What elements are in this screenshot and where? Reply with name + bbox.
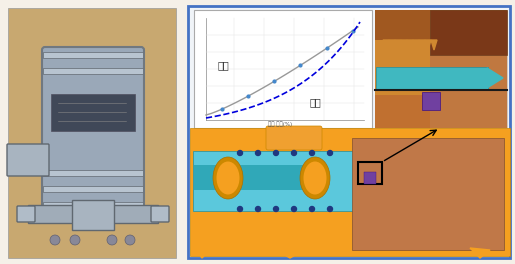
Circle shape xyxy=(328,206,333,211)
Circle shape xyxy=(107,235,117,245)
Ellipse shape xyxy=(216,162,239,195)
FancyBboxPatch shape xyxy=(193,151,363,211)
Polygon shape xyxy=(425,40,431,50)
Circle shape xyxy=(50,235,60,245)
Circle shape xyxy=(70,235,80,245)
FancyBboxPatch shape xyxy=(28,205,158,223)
Circle shape xyxy=(237,206,243,211)
FancyBboxPatch shape xyxy=(430,10,507,55)
Polygon shape xyxy=(431,40,437,50)
FancyBboxPatch shape xyxy=(194,165,304,190)
FancyBboxPatch shape xyxy=(51,94,135,131)
FancyBboxPatch shape xyxy=(17,206,35,222)
Circle shape xyxy=(310,150,315,155)
Circle shape xyxy=(125,235,135,245)
FancyBboxPatch shape xyxy=(43,186,143,192)
FancyBboxPatch shape xyxy=(42,47,144,218)
FancyBboxPatch shape xyxy=(375,10,507,40)
Circle shape xyxy=(255,206,261,211)
Polygon shape xyxy=(383,40,389,50)
FancyBboxPatch shape xyxy=(8,8,176,258)
Polygon shape xyxy=(487,68,503,88)
Polygon shape xyxy=(470,248,490,258)
Polygon shape xyxy=(413,40,419,50)
Polygon shape xyxy=(395,40,401,50)
FancyBboxPatch shape xyxy=(376,67,488,89)
Polygon shape xyxy=(401,40,407,50)
FancyBboxPatch shape xyxy=(7,144,49,176)
Text: 목표: 목표 xyxy=(310,97,322,107)
FancyBboxPatch shape xyxy=(72,200,114,230)
Circle shape xyxy=(237,150,243,155)
Circle shape xyxy=(328,150,333,155)
Polygon shape xyxy=(194,248,210,258)
Circle shape xyxy=(273,150,279,155)
FancyBboxPatch shape xyxy=(151,206,169,222)
Ellipse shape xyxy=(303,162,327,195)
Circle shape xyxy=(255,150,261,155)
FancyBboxPatch shape xyxy=(188,6,510,258)
Polygon shape xyxy=(407,40,413,50)
Polygon shape xyxy=(419,40,425,50)
FancyBboxPatch shape xyxy=(375,10,430,128)
Polygon shape xyxy=(389,40,395,50)
FancyBboxPatch shape xyxy=(364,172,376,184)
FancyBboxPatch shape xyxy=(375,10,507,128)
FancyBboxPatch shape xyxy=(266,126,322,150)
Ellipse shape xyxy=(213,157,243,199)
Text: 현재: 현재 xyxy=(218,60,230,70)
FancyBboxPatch shape xyxy=(43,52,143,58)
FancyBboxPatch shape xyxy=(43,170,143,176)
Circle shape xyxy=(273,206,279,211)
FancyBboxPatch shape xyxy=(43,68,143,74)
FancyBboxPatch shape xyxy=(352,138,504,250)
FancyBboxPatch shape xyxy=(375,95,430,128)
FancyBboxPatch shape xyxy=(194,10,372,128)
FancyBboxPatch shape xyxy=(422,92,440,110)
Circle shape xyxy=(310,206,315,211)
FancyBboxPatch shape xyxy=(190,128,510,256)
Ellipse shape xyxy=(300,157,330,199)
Circle shape xyxy=(291,150,297,155)
Circle shape xyxy=(291,206,297,211)
FancyBboxPatch shape xyxy=(43,202,143,208)
Polygon shape xyxy=(272,248,308,258)
Text: 밸브 개도(%): 밸브 개도(%) xyxy=(268,121,292,127)
